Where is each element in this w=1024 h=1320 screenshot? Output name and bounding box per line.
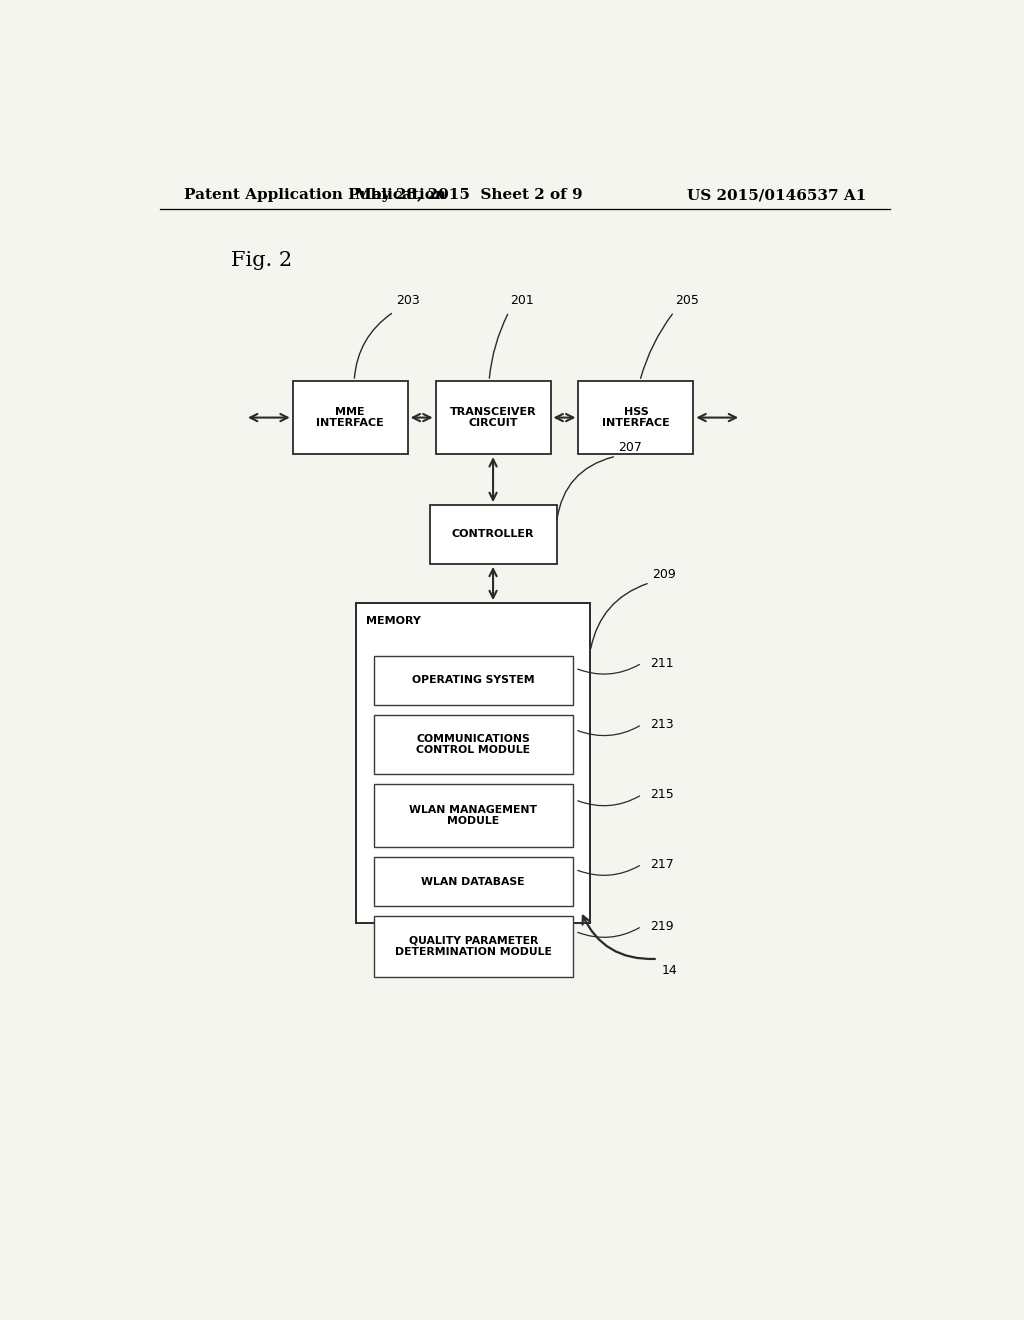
Bar [435,381,551,454]
Text: 213: 213 [650,718,674,731]
Text: CONTROLLER: CONTROLLER [452,529,535,540]
Text: 205: 205 [676,294,699,306]
Text: 217: 217 [650,858,674,871]
Bar [356,603,590,923]
Text: 14: 14 [662,964,678,977]
Text: WLAN MANAGEMENT
MODULE: WLAN MANAGEMENT MODULE [410,805,538,826]
Text: 207: 207 [618,441,642,454]
Bar [374,857,572,906]
Text: US 2015/0146537 A1: US 2015/0146537 A1 [687,189,866,202]
Text: 203: 203 [396,294,420,306]
Bar [430,506,557,564]
Text: Patent Application Publication: Patent Application Publication [183,189,445,202]
Text: 209: 209 [652,568,676,581]
Text: 219: 219 [650,920,674,933]
Bar [374,715,572,774]
Bar [579,381,693,454]
Text: MEMORY: MEMORY [367,616,421,626]
Text: WLAN DATABASE: WLAN DATABASE [422,876,525,887]
Text: MME
INTERFACE: MME INTERFACE [316,407,384,429]
Bar [374,784,572,847]
Text: TRANSCEIVER
CIRCUIT: TRANSCEIVER CIRCUIT [450,407,537,429]
Bar [293,381,408,454]
Text: OPERATING SYSTEM: OPERATING SYSTEM [412,676,535,685]
Bar [374,916,572,977]
Text: 211: 211 [650,656,674,669]
Text: HSS
INTERFACE: HSS INTERFACE [602,407,670,429]
Text: Fig. 2: Fig. 2 [231,251,292,269]
Text: QUALITY PARAMETER
DETERMINATION MODULE: QUALITY PARAMETER DETERMINATION MODULE [395,936,552,957]
Text: 201: 201 [511,294,535,306]
Text: COMMUNICATIONS
CONTROL MODULE: COMMUNICATIONS CONTROL MODULE [416,734,530,755]
Text: May 28, 2015  Sheet 2 of 9: May 28, 2015 Sheet 2 of 9 [355,189,583,202]
Text: 215: 215 [650,788,674,801]
Bar [374,656,572,705]
